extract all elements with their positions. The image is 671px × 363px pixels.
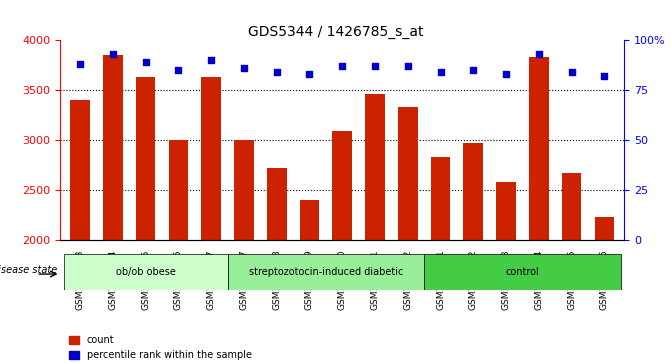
- Bar: [595, 217, 614, 363]
- Point: [74, 61, 85, 67]
- Bar: [103, 55, 123, 363]
- Bar: [234, 140, 254, 363]
- Point: [370, 63, 380, 69]
- Bar: [464, 143, 483, 363]
- Bar: [332, 131, 352, 363]
- Bar: [431, 157, 450, 363]
- Bar: [70, 100, 90, 363]
- Point: [173, 67, 184, 73]
- Bar: [267, 168, 287, 363]
- Point: [435, 69, 446, 75]
- Point: [206, 57, 217, 63]
- Point: [271, 69, 282, 75]
- Point: [566, 69, 577, 75]
- Point: [238, 65, 249, 71]
- Point: [533, 51, 544, 57]
- Bar: [136, 77, 156, 363]
- Point: [501, 71, 511, 77]
- Point: [337, 63, 348, 69]
- Point: [107, 51, 118, 57]
- Text: disease state: disease state: [0, 265, 58, 276]
- Bar: [562, 173, 582, 363]
- Point: [468, 67, 478, 73]
- Bar: [529, 57, 549, 363]
- Point: [304, 71, 315, 77]
- Point: [599, 73, 610, 79]
- Bar: [497, 182, 516, 363]
- Bar: [398, 107, 417, 363]
- FancyBboxPatch shape: [64, 254, 227, 290]
- Bar: [201, 77, 221, 363]
- Text: GDS5344 / 1426785_s_at: GDS5344 / 1426785_s_at: [248, 25, 423, 40]
- Point: [140, 59, 151, 65]
- Text: streptozotocin-induced diabetic: streptozotocin-induced diabetic: [249, 267, 403, 277]
- Bar: [300, 200, 319, 363]
- FancyBboxPatch shape: [227, 254, 424, 290]
- Text: ob/ob obese: ob/ob obese: [115, 267, 176, 277]
- Bar: [168, 140, 188, 363]
- FancyBboxPatch shape: [424, 254, 621, 290]
- Point: [403, 63, 413, 69]
- Legend: count, percentile rank within the sample: count, percentile rank within the sample: [65, 331, 256, 363]
- Text: control: control: [505, 267, 539, 277]
- Bar: [365, 94, 384, 363]
